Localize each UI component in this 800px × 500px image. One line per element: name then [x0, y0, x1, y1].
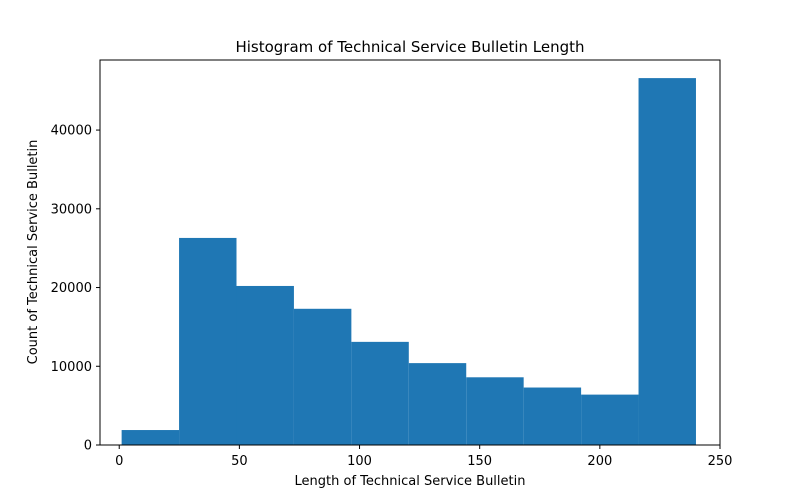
x-axis: 0 50 100 150 200 250	[115, 445, 732, 469]
histogram-bar-8	[523, 387, 582, 445]
x-tick-label: 100	[347, 454, 372, 469]
x-tick-label: 250	[708, 454, 733, 469]
x-axis-label: Length of Technical Service Bulletin	[295, 474, 526, 489]
y-axis-label: Count of Technical Service Bulletin	[26, 140, 41, 365]
y-tick-label: 30000	[51, 202, 92, 217]
histogram-bar-2	[179, 237, 237, 445]
histogram-bar-1	[121, 430, 180, 445]
y-tick-label: 0	[84, 439, 92, 454]
histogram-bar-4	[293, 308, 352, 445]
x-tick-label: 50	[231, 454, 248, 469]
y-tick-label: 20000	[51, 281, 92, 296]
y-tick-label: 40000	[51, 124, 92, 139]
histogram-bar-6	[408, 363, 467, 445]
y-axis: 0 10000 20000 30000 40000	[51, 124, 100, 454]
bars-group	[121, 78, 696, 445]
x-tick-label: 150	[467, 454, 492, 469]
histogram-bar-10	[638, 78, 696, 445]
plot-frame	[99, 59, 721, 446]
x-tick-label: 200	[587, 454, 612, 469]
histogram-bar-3	[236, 285, 294, 445]
x-tick-label: 0	[115, 454, 123, 469]
chart-title: Histogram of Technical Service Bulletin …	[235, 38, 584, 56]
y-tick-label: 10000	[51, 360, 92, 375]
histogram-bar-7	[466, 377, 524, 445]
histogram-bar-5	[351, 341, 409, 445]
histogram-bar-9	[581, 394, 639, 445]
